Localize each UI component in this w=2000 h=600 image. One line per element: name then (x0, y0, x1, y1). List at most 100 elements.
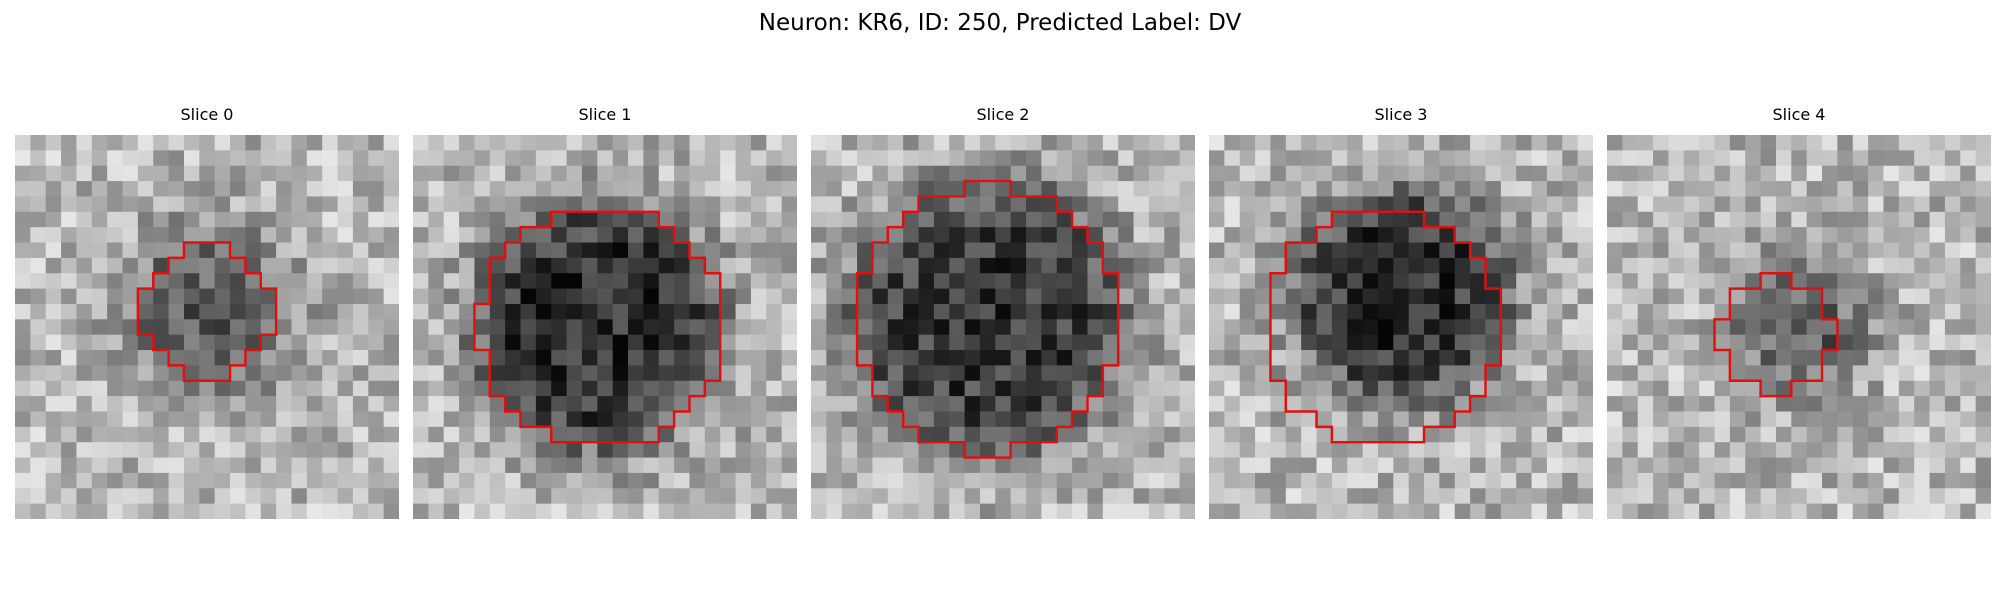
image-pixel (107, 472, 123, 489)
image-pixel (1577, 365, 1593, 382)
image-pixel (153, 365, 170, 382)
image-pixel (1454, 150, 1471, 167)
image-pixel (535, 257, 552, 274)
image-pixel (1760, 303, 1777, 320)
image-pixel (1562, 472, 1579, 489)
image-pixel (245, 488, 262, 505)
image-pixel (1331, 457, 1348, 474)
image-pixel (428, 411, 445, 428)
image-pixel (1209, 150, 1225, 167)
image-pixel (704, 150, 721, 167)
image-pixel (1868, 426, 1884, 443)
image-pixel (368, 150, 385, 167)
image-pixel (658, 472, 675, 489)
image-pixel (1209, 442, 1225, 459)
image-pixel (1072, 211, 1088, 228)
image-pixel (1607, 288, 1623, 305)
image-pixel (1285, 396, 1302, 412)
image-pixel (383, 503, 399, 519)
image-pixel (1607, 196, 1623, 213)
image-pixel (872, 503, 889, 519)
image-pixel (337, 488, 354, 505)
image-pixel (735, 396, 752, 412)
image-pixel (811, 365, 827, 382)
image-pixel (1775, 334, 1792, 351)
image-pixel (535, 457, 552, 474)
image-pixel (1439, 350, 1456, 366)
image-pixel (612, 227, 629, 243)
image-pixel (337, 181, 354, 197)
segmentation-contour (1269, 210, 1503, 444)
image-pixel (245, 396, 262, 412)
image-pixel (597, 165, 614, 182)
image-pixel (1316, 457, 1333, 474)
image-pixel (1944, 472, 1961, 489)
segmentation-contour (473, 210, 722, 444)
image-pixel (1729, 411, 1746, 428)
image-pixel (276, 319, 292, 336)
image-pixel (352, 211, 369, 228)
image-pixel (811, 211, 827, 228)
slice-panel-1: Slice 1 (413, 105, 797, 519)
image-pixel (1562, 303, 1579, 320)
image-pixel (841, 426, 858, 443)
image-pixel (826, 150, 843, 167)
image-pixel (1699, 150, 1715, 167)
image-pixel (674, 488, 690, 505)
image-pixel (1577, 288, 1593, 305)
image-pixel (30, 150, 47, 167)
image-pixel (1914, 457, 1931, 474)
image-pixel (918, 380, 935, 397)
image-pixel (1056, 273, 1073, 290)
image-pixel (1408, 365, 1425, 382)
image-pixel (260, 211, 277, 228)
image-pixel (153, 334, 170, 351)
image-pixel (887, 380, 904, 397)
image-pixel (1852, 411, 1869, 428)
image-pixel (520, 426, 537, 443)
image-pixel (872, 411, 889, 428)
image-pixel (230, 411, 246, 428)
image-pixel (1546, 303, 1563, 320)
image-pixel (1975, 303, 1991, 320)
image-pixel (1577, 181, 1593, 197)
image-pixel (1255, 396, 1271, 412)
image-pixel (443, 472, 460, 489)
image-pixel (520, 227, 537, 243)
image-pixel (137, 396, 154, 412)
image-pixel (260, 273, 277, 290)
image-pixel (1806, 165, 1823, 182)
image-pixel (826, 165, 843, 182)
image-pixel (1577, 165, 1593, 182)
image-pixel (337, 426, 354, 443)
image-pixel (535, 181, 552, 197)
image-pixel (918, 488, 935, 505)
image-pixel (1362, 150, 1379, 167)
image-pixel (1837, 196, 1854, 213)
image-pixel (1562, 380, 1579, 397)
image-pixel (352, 365, 369, 382)
image-pixel (1791, 488, 1808, 505)
image-pixel (1944, 350, 1961, 366)
image-pixel (1500, 457, 1517, 474)
image-pixel (1209, 426, 1225, 443)
image-pixel (766, 211, 783, 228)
image-pixel (643, 196, 660, 213)
image-pixel (1331, 196, 1348, 213)
image-pixel (1041, 334, 1058, 351)
image-pixel (1331, 165, 1348, 182)
image-pixel (291, 181, 308, 197)
image-pixel (903, 457, 919, 474)
image-pixel (1653, 165, 1669, 182)
image-pixel (1745, 150, 1762, 167)
image-pixel (428, 334, 445, 351)
image-pixel (1239, 411, 1256, 428)
image-pixel (30, 273, 47, 290)
image-pixel (766, 396, 783, 412)
image-pixel (183, 165, 200, 182)
image-pixel (168, 319, 185, 336)
image-pixel (1699, 411, 1715, 428)
image-pixel (1562, 319, 1579, 336)
image-pixel (979, 181, 996, 197)
image-pixel (214, 411, 231, 428)
